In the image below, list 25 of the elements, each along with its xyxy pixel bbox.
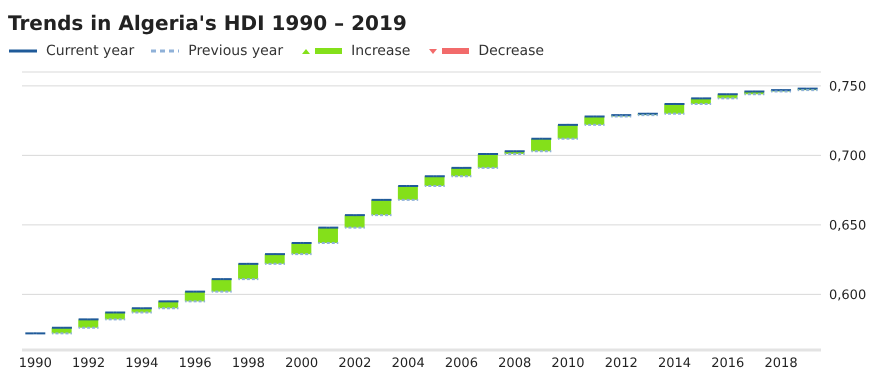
y-tick-label: 0,600	[829, 288, 866, 304]
x-tick-label: 2018	[764, 356, 798, 372]
x-tick-label: 2004	[392, 356, 425, 372]
legend-label: Previous year	[188, 43, 284, 59]
chart-title: Trends in Algeria's HDI 1990 – 2019	[8, 10, 408, 37]
legend-label: Current year	[46, 43, 134, 59]
y-tick-label: 0,750	[829, 80, 866, 95]
x-tick-label: 1990	[18, 356, 52, 372]
x-tick-label: 2006	[444, 356, 478, 372]
x-tick-label: 1996	[178, 356, 212, 372]
x-tick-label: 2010	[551, 356, 585, 372]
x-tick-label: 2014	[658, 356, 692, 372]
bar	[318, 228, 338, 243]
legend-label: Increase	[351, 43, 410, 59]
x-tick-label: 1992	[72, 356, 106, 372]
x-tick-label: 2000	[285, 356, 318, 372]
legend-label: Decrease	[478, 43, 544, 59]
x-tick-label: 2002	[338, 356, 372, 372]
y-tick-label: 0,700	[829, 149, 866, 164]
x-tick-label: 2012	[604, 356, 638, 372]
x-tick-label: 1998	[232, 356, 265, 372]
x-tick-label: 2008	[498, 356, 532, 372]
y-tick-label: 0,650	[829, 218, 866, 234]
x-tick-label: 2016	[711, 356, 744, 372]
x-tick-label: 1994	[125, 356, 158, 372]
